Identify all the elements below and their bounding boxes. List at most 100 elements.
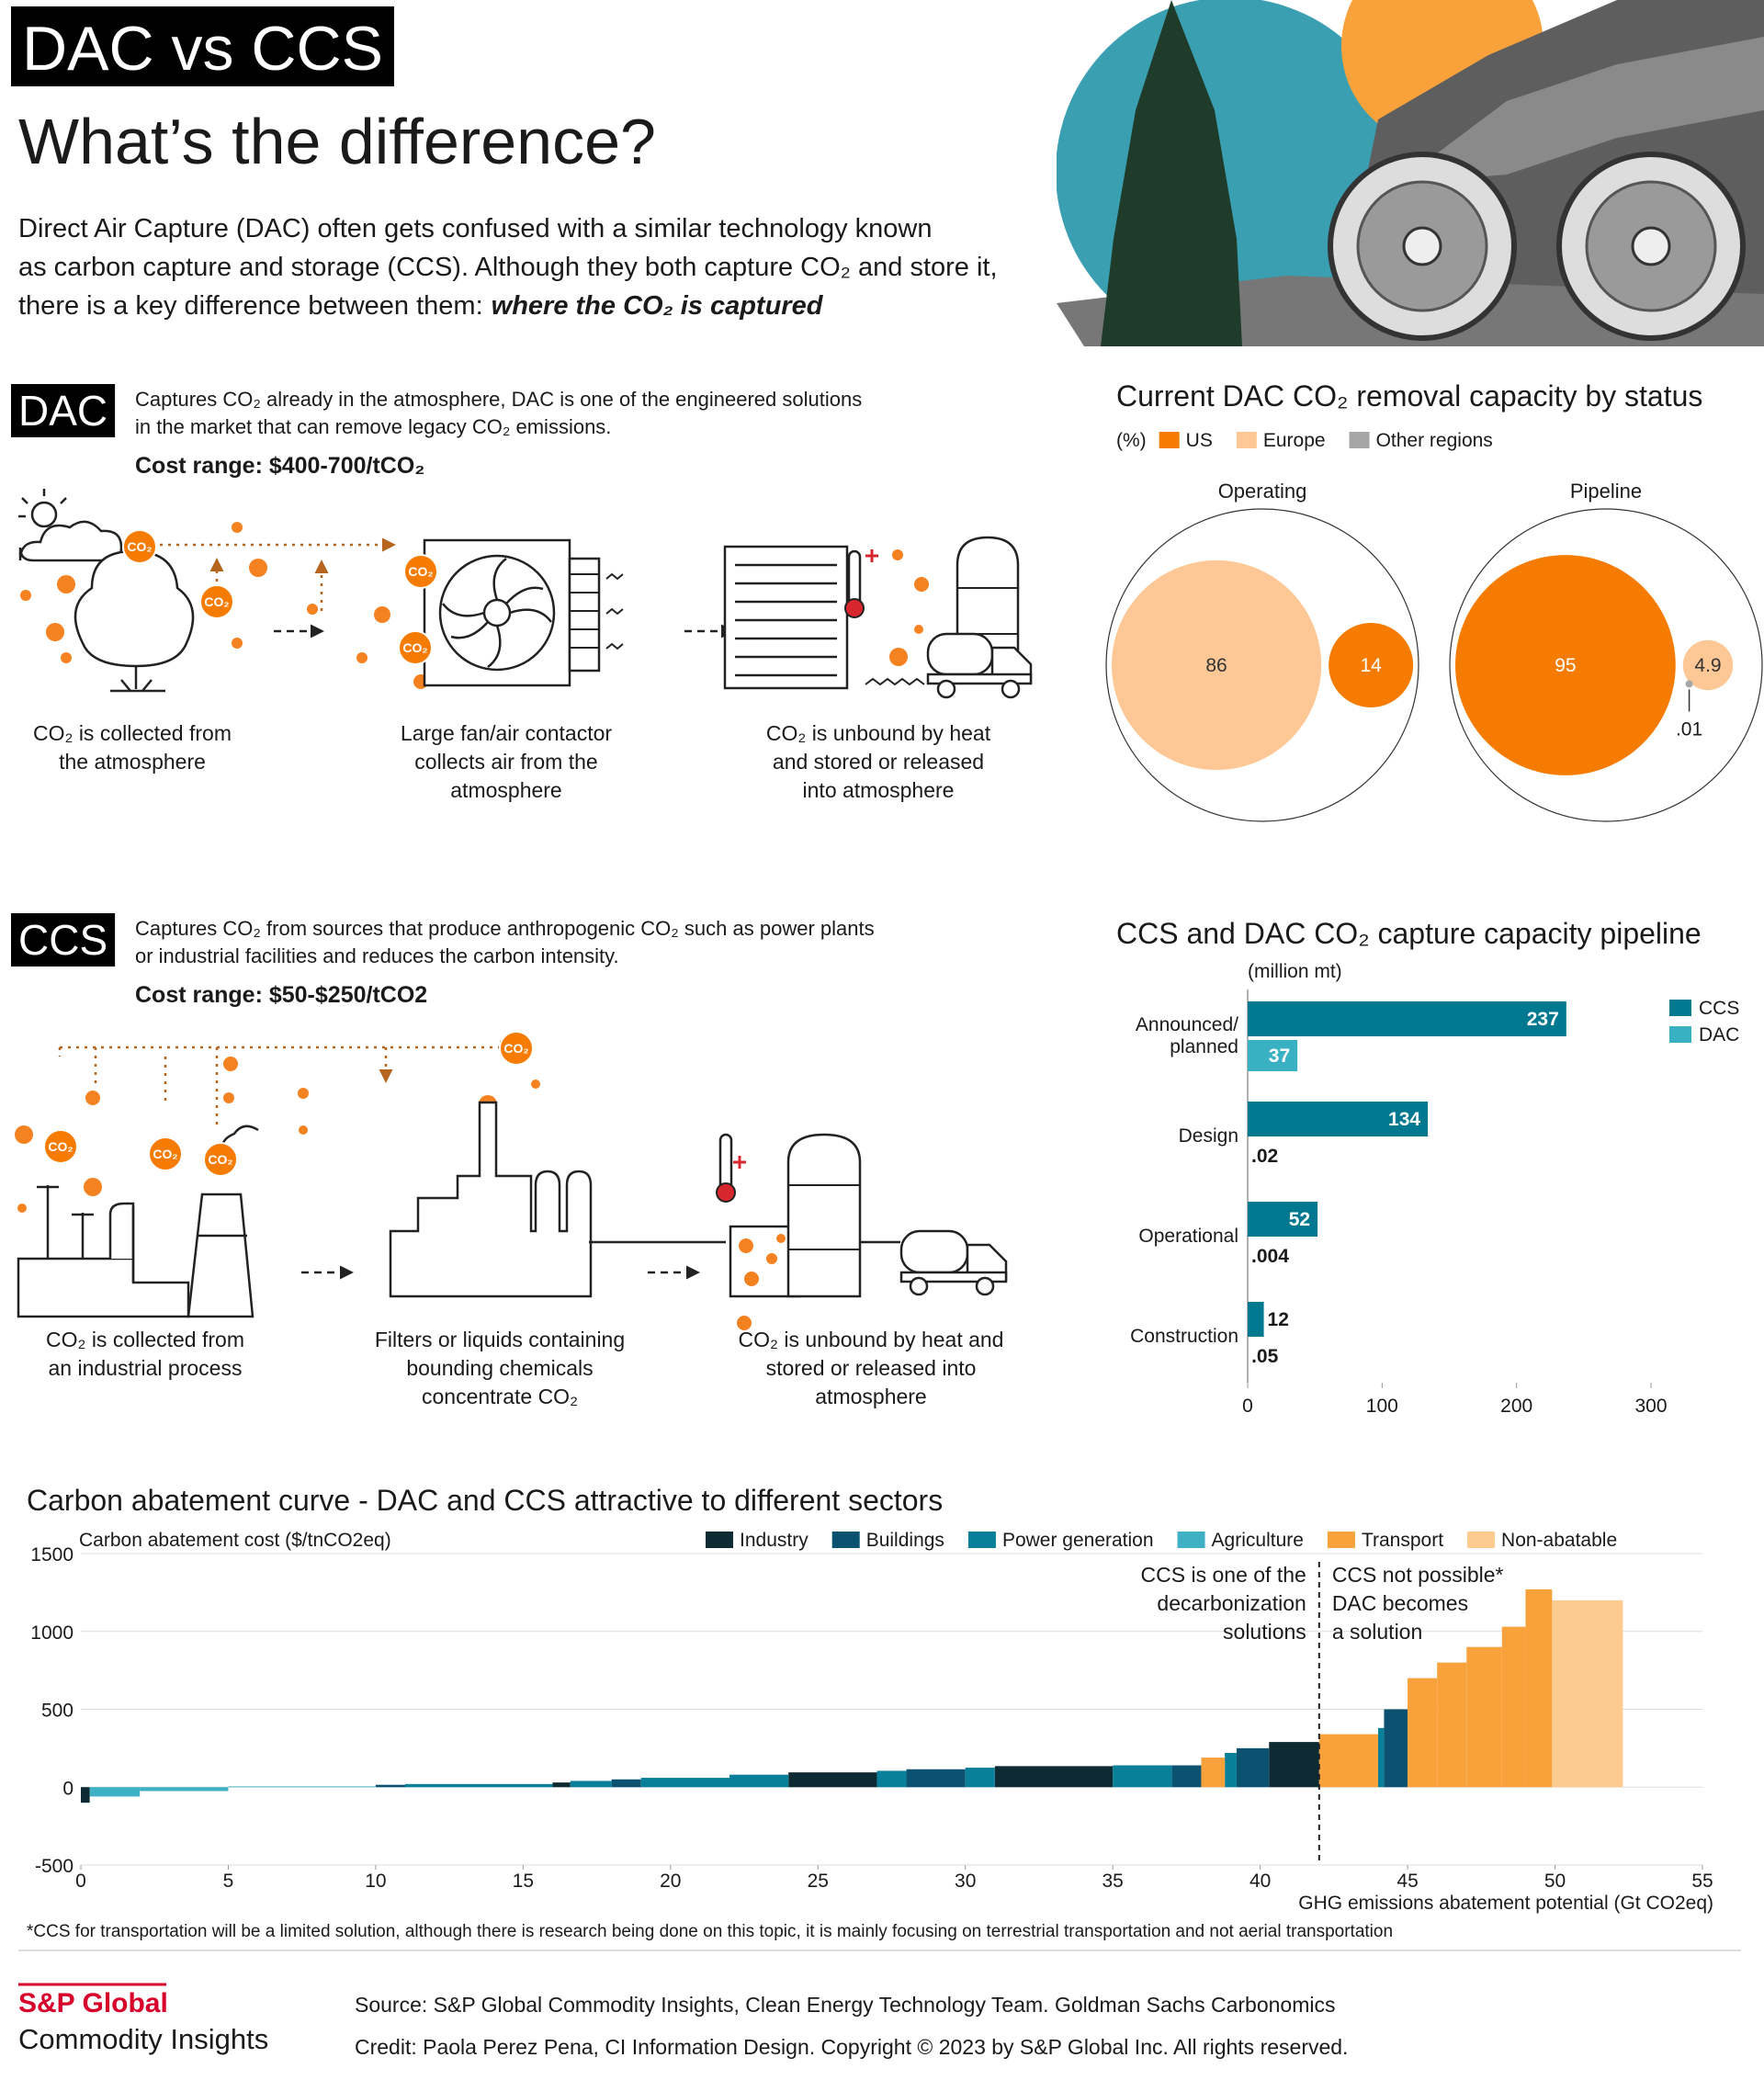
- x-tick-label: 15: [513, 1871, 534, 1892]
- group-label: Pipeline: [1570, 480, 1642, 503]
- header-tag-box: [11, 6, 394, 86]
- co2-badges-shape: CO₂: [43, 1129, 78, 1164]
- legend-swatch: [831, 1532, 860, 1548]
- ccs-illustration-shape: [718, 1133, 733, 1192]
- bar: [1269, 1742, 1319, 1788]
- group-outline: [1105, 508, 1419, 822]
- hero-art-shape: [1396, 37, 1764, 184]
- ccs-illustration-shape: [85, 1091, 100, 1105]
- ccs-illustration-shape: [223, 1057, 238, 1071]
- step-caption: concentrate CO₂: [422, 1385, 578, 1408]
- badge-label: CO₂: [402, 640, 427, 655]
- source: Source: S&P Global Commodity Insights, C…: [355, 1993, 1335, 2017]
- dac-illustration-shape: [865, 549, 878, 562]
- bar: [729, 1774, 789, 1788]
- legend-swatch: [967, 1532, 996, 1548]
- bar: [1248, 1302, 1264, 1337]
- value-label: 52: [1289, 1209, 1310, 1230]
- section-label: CCS: [18, 916, 107, 964]
- section-description: in the market that can remove legacy CO₂…: [135, 415, 611, 438]
- co2-badges-shape-shape: [403, 554, 438, 589]
- legend-label: Power generation: [1002, 1530, 1154, 1551]
- legend-label: US: [1186, 430, 1213, 451]
- legend-label: Buildings: [866, 1530, 944, 1551]
- bubble-label: 95: [1555, 655, 1576, 676]
- x-tick-label: 5: [223, 1871, 234, 1892]
- legend-label: DAC: [1699, 1024, 1739, 1046]
- bar: [1318, 1734, 1378, 1788]
- step-caption: and stored or released: [773, 750, 984, 774]
- dac-illustration-shape: [723, 545, 849, 690]
- dac-illustration-shape: [374, 606, 390, 623]
- legend-label: CCS: [1699, 998, 1739, 1019]
- dac-illustration-shape: [844, 598, 865, 618]
- dac-illustration-shape: [46, 623, 64, 641]
- chart-title: CCS and DAC CO₂ capture capacity pipelin…: [1116, 917, 1702, 950]
- section-label-box: [11, 913, 116, 967]
- dac-illustration-shape: [442, 558, 552, 668]
- bar: [552, 1782, 571, 1788]
- co2-badges-shape: CO₂: [203, 1142, 238, 1177]
- dac-illustration-shape: [735, 563, 837, 677]
- section-description: Captures CO₂ from sources that produce a…: [135, 917, 875, 940]
- x-tick-label: 100: [1366, 1396, 1398, 1417]
- intro-emphasis: where the CO₂ is captured: [492, 291, 824, 321]
- co2-badges-shape-shape: [199, 584, 234, 619]
- value-label: .02: [1251, 1146, 1278, 1167]
- dac-illustration: [18, 489, 1033, 699]
- dac-illustration-shape: [865, 677, 925, 686]
- dac-illustration-shape: [926, 632, 994, 676]
- co2-badges-shape-shape: [43, 1129, 78, 1164]
- credit: Credit: Paola Perez Pena, CI Information…: [355, 2035, 1348, 2059]
- x-tick-label: 20: [660, 1871, 681, 1892]
- group-outline: [1449, 508, 1763, 822]
- ccs-illustration-shape: [737, 1316, 752, 1330]
- intro-line: as carbon capture and storage (CCS). Alt…: [18, 253, 998, 282]
- step-caption: Large fan/air contactor: [401, 721, 612, 745]
- co2-badges-shape: CO₂: [199, 584, 234, 619]
- legend-label: Europe: [1263, 430, 1326, 451]
- co2-badges-shape: CO₂: [403, 554, 438, 589]
- header-tag: DAC vs CCS: [22, 14, 383, 84]
- dac-illustration-shape: [74, 549, 195, 668]
- footnote: *CCS for transportation will be a limite…: [27, 1922, 1393, 1941]
- legend-label: Non-abatable: [1501, 1530, 1617, 1551]
- bubble-label: 14: [1360, 655, 1382, 676]
- value-label: 237: [1527, 1009, 1559, 1030]
- bar: [1501, 1626, 1526, 1788]
- bar: [611, 1779, 641, 1788]
- legend-unit: (%): [1116, 430, 1147, 451]
- x-tick-label: 0: [75, 1871, 86, 1892]
- section-cost: Cost range: $50-$250/tCO2: [135, 982, 427, 1008]
- dac-illustration-shape: [914, 625, 923, 634]
- x-tick-label: 25: [808, 1871, 829, 1892]
- legend-label: Other regions: [1376, 430, 1493, 451]
- co2-badges-shape: CO₂: [148, 1136, 183, 1171]
- ccs-illustration-shape: [299, 1125, 308, 1135]
- legend-swatch: [1327, 1532, 1355, 1548]
- step-caption: collects air from the: [414, 750, 597, 774]
- brand: S&P Global: [18, 1988, 168, 2018]
- annotation: CCS not possible*: [1332, 1563, 1504, 1587]
- bar: [375, 1784, 405, 1788]
- bubble: [1685, 680, 1693, 688]
- x-axis-label: GHG emissions abatement potential (Gt CO…: [1298, 1893, 1713, 1914]
- dac-illustration-shape: [889, 648, 908, 666]
- step-caption: stored or released into: [766, 1356, 977, 1380]
- x-tick-label: 55: [1691, 1871, 1713, 1892]
- legend-label: Industry: [740, 1530, 808, 1551]
- chart-title: Current DAC CO₂ removal capacity by stat…: [1116, 379, 1702, 413]
- value-label: 37: [1269, 1046, 1290, 1067]
- dac-illustration-shape: [18, 520, 123, 562]
- section-cost: Cost range: $400-700/tCO₂: [135, 453, 424, 479]
- bubble: [1682, 639, 1734, 691]
- ccs-illustration-shape: [975, 1276, 995, 1296]
- dac-illustration-shape: [605, 572, 624, 650]
- dac-illustration-shape: [30, 501, 58, 528]
- intro-line: there is a key difference between them:: [18, 291, 483, 321]
- dac-illustration-shape: [936, 679, 956, 699]
- category-label: Announced/ planned: [1135, 1014, 1238, 1057]
- y-axis-label: Carbon abatement cost ($/tnCO2eq): [79, 1530, 391, 1551]
- ccs-illustration-shape: [733, 1156, 746, 1169]
- section-description: or industrial facilities and reduces the…: [135, 944, 619, 967]
